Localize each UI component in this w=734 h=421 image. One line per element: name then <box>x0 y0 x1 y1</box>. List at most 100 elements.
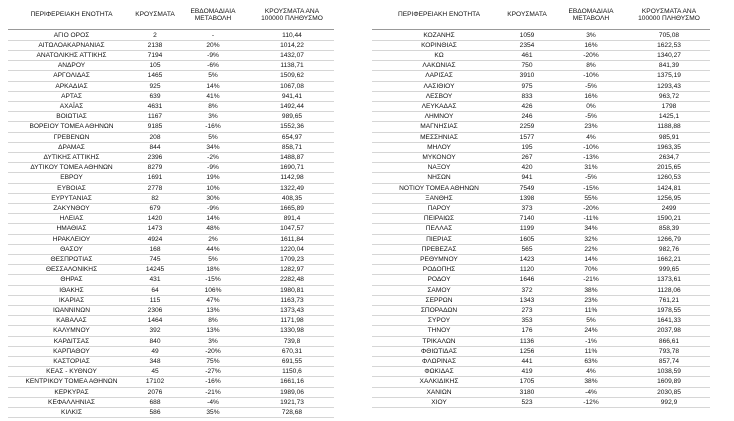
header-cell: ΠΕΡΙΦΕΡΕΙΑΚΗ ΕΝΟΤΗΤΑ <box>30 11 113 19</box>
value-cell: 31% <box>584 164 598 172</box>
value-cell: -5% <box>585 174 597 182</box>
row-rule <box>8 182 334 184</box>
value-cell: 195 <box>521 143 533 151</box>
row-rule <box>372 233 710 235</box>
row-rule <box>372 355 710 357</box>
value-cell: 2037,98 <box>657 327 681 335</box>
value-cell: 24% <box>584 327 598 335</box>
region-name: ΚΑΡΔΙΤΣΑΣ <box>53 337 90 345</box>
region-name: ΚΕΡΚΥΡΑΣ <box>54 388 89 396</box>
region-name: ΚΕΦΑΛΛΗΝΙΑΣ <box>48 398 95 406</box>
value-cell: 75% <box>206 357 220 365</box>
value-cell: 32% <box>584 235 598 243</box>
region-name: ΧΑΛΚΙΔΙΚΗΣ <box>419 378 459 386</box>
value-cell: 11% <box>584 306 598 314</box>
value-cell: 1509,62 <box>280 72 304 80</box>
region-name: ΚΕΝΤΡΙΚΟΥ ΤΟΜΕΑ ΑΘΗΝΩΝ <box>25 378 118 386</box>
region-name: ΚΙΛΚΙΣ <box>61 408 82 416</box>
value-cell: 1282,97 <box>280 266 304 274</box>
value-cell: 110,44 <box>282 31 302 39</box>
value-cell: 586 <box>149 408 161 416</box>
region-name: ΠΕΙΡΑΙΩΣ <box>423 215 455 223</box>
region-name: ΛΕΣΒΟΥ <box>425 92 453 100</box>
value-cell: 38% <box>584 286 598 294</box>
region-name: ΦΛΩΡΙΝΑΣ <box>421 357 457 365</box>
value-cell: 975 <box>521 82 533 90</box>
row-rule <box>8 213 334 215</box>
value-cell: 30% <box>206 194 220 202</box>
region-name: ΚΕΑΣ - ΚΥΘΝΟΥ <box>46 368 97 376</box>
value-cell: 9185 <box>147 123 163 131</box>
value-cell: 348 <box>149 357 161 365</box>
header-cell: ΠΕΡΙΦΕΡΕΙΑΚΗ ΕΝΟΤΗΤΑ <box>397 11 481 19</box>
value-cell: -4% <box>585 388 597 396</box>
value-cell: 1641,33 <box>657 317 681 325</box>
value-cell: 1398 <box>519 194 535 202</box>
row-rule <box>8 162 334 164</box>
value-cell: -16% <box>205 123 221 131</box>
value-cell: 35% <box>206 408 220 416</box>
region-name: ΚΑΒΑΛΑΣ <box>56 317 87 325</box>
row-rule <box>372 386 710 388</box>
value-cell: - <box>211 31 215 39</box>
value-cell: 2634,7 <box>658 153 680 161</box>
region-name: ΝΗΣΩΝ <box>427 174 451 182</box>
value-cell: 1577 <box>519 133 535 141</box>
value-cell: 1989,06 <box>280 388 304 396</box>
value-cell: -5% <box>585 113 597 121</box>
row-rule <box>8 345 334 347</box>
header-rule <box>8 29 334 30</box>
value-cell: 2 <box>153 31 157 39</box>
value-cell: -10% <box>583 143 599 151</box>
value-cell: 925 <box>149 82 161 90</box>
value-cell: 1136 <box>519 337 535 345</box>
row-rule <box>372 274 710 276</box>
value-cell: 891,4 <box>283 215 301 223</box>
value-cell: 999,65 <box>658 266 680 274</box>
region-name: ΝΟΤΙΟΥ ΤΟΜΕΑ ΑΘΗΝΩΝ <box>399 184 479 192</box>
value-cell: 8% <box>208 317 218 325</box>
region-name: ΗΜΑΘΙΑΣ <box>56 225 87 233</box>
row-rule <box>372 182 710 184</box>
row-rule <box>8 39 334 41</box>
row-rule <box>372 253 710 255</box>
value-cell: 14% <box>584 255 598 263</box>
value-cell: 82 <box>151 194 159 202</box>
region-name: ΒΟΡΕΙΟΥ ΤΟΜΕΑ ΑΘΗΝΩΝ <box>29 123 114 131</box>
region-name: ΠΕΛΛΑΣ <box>425 225 453 233</box>
region-name: ΚΑΡΠΑΘΟΥ <box>53 347 90 355</box>
value-cell: 3% <box>208 113 218 121</box>
value-cell: 3180 <box>519 388 535 396</box>
value-cell: 989,65 <box>281 113 303 121</box>
region-name: ΑΡΚΑΔΙΑΣ <box>55 82 88 90</box>
value-cell: 1128,06 <box>657 286 681 294</box>
row-rule <box>372 294 710 296</box>
value-cell: 858,71 <box>281 143 303 151</box>
value-cell: 565 <box>521 245 533 253</box>
value-cell: 48% <box>206 225 220 233</box>
row-rule <box>8 70 334 72</box>
region-name: ΑΓΙΟ ΟΡΟΣ <box>53 31 90 39</box>
row-rule <box>8 366 334 368</box>
value-cell: 941 <box>521 174 533 182</box>
value-cell: -6% <box>207 62 219 70</box>
region-name: ΝΑΞΟΥ <box>427 164 451 172</box>
value-cell: 64 <box>151 286 159 294</box>
value-cell: 1014,22 <box>280 41 304 49</box>
region-name: ΖΑΚΥΝΘΟΥ <box>53 204 90 212</box>
value-cell: 963,72 <box>658 92 680 100</box>
value-cell: 208 <box>149 133 161 141</box>
row-rule <box>372 284 710 286</box>
value-cell: 1059 <box>519 31 535 39</box>
value-cell: -9% <box>207 204 219 212</box>
value-cell: 1373,43 <box>280 306 304 314</box>
value-cell: 523 <box>521 398 533 406</box>
value-cell: 670,31 <box>281 347 303 355</box>
value-cell: 11% <box>584 347 598 355</box>
region-name: ΞΑΝΘΗΣ <box>425 194 453 202</box>
value-cell: 14245 <box>145 266 165 274</box>
value-cell: 1138,71 <box>280 62 304 70</box>
value-cell: 654,97 <box>281 133 303 141</box>
value-cell: 392 <box>149 327 161 335</box>
row-rule <box>372 121 710 123</box>
